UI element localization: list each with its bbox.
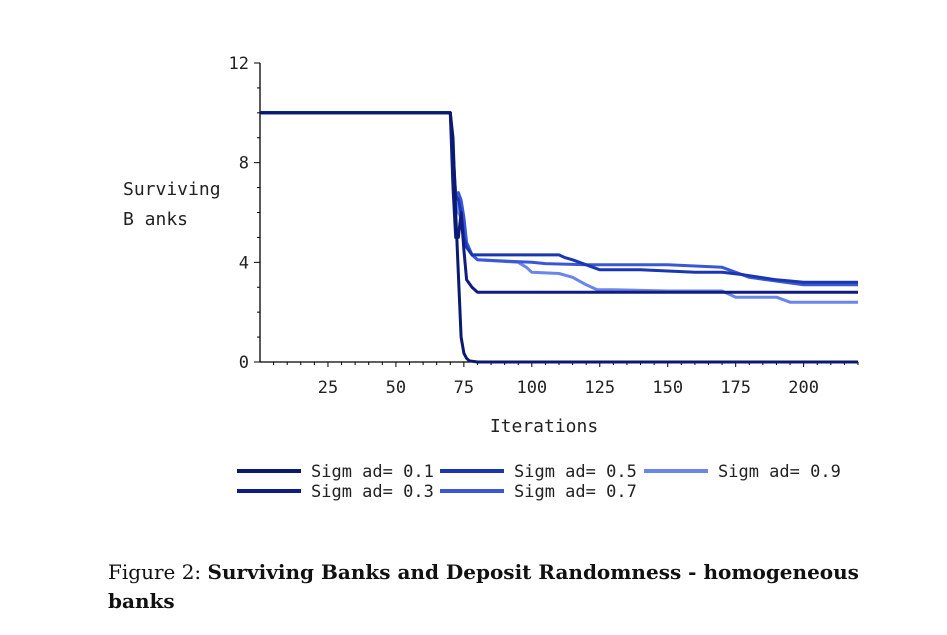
x-tick-label: 175 xyxy=(720,378,751,398)
x-tick-label: 150 xyxy=(652,378,683,398)
series-lines xyxy=(260,111,858,364)
legend-label: Sigm ad= 0.7 xyxy=(514,482,637,502)
y-axis-title-line-1: Surviving xyxy=(123,179,221,200)
x-axis-title: Iterations xyxy=(490,416,598,437)
caption-title: Surviving Banks and Deposit Randomness -… xyxy=(108,560,859,613)
series-line-1 xyxy=(260,111,858,364)
y-tick-label: 12 xyxy=(229,54,249,74)
y-tick-label: 0 xyxy=(239,353,249,373)
x-tick-label: 125 xyxy=(584,378,615,398)
x-tick-label: 25 xyxy=(318,378,338,398)
axes: 25 50 75 100 125 150 175 200 0 4 8 12 xyxy=(229,54,859,398)
figure-caption: Figure 2: Surviving Banks and Deposit Ra… xyxy=(108,558,908,616)
y-axis-title-line-2: B anks xyxy=(123,209,188,230)
x-tick-label: 100 xyxy=(516,378,547,398)
legend-label: Sigm ad= 0.1 xyxy=(311,462,434,482)
y-tick-label: 4 xyxy=(239,253,249,273)
caption-prefix: Figure 2: xyxy=(108,560,208,584)
series-line-3 xyxy=(260,111,858,284)
x-tick-label: 200 xyxy=(788,378,819,398)
axis-labels: Surviving B anks Iterations xyxy=(123,179,598,437)
y-tick-label: 8 xyxy=(239,154,249,174)
series-line-2 xyxy=(260,111,858,294)
x-tick-label: 75 xyxy=(454,378,474,398)
legend-label: Sigm ad= 0.3 xyxy=(311,482,434,502)
series-line-4 xyxy=(260,111,858,287)
line-chart: 25 50 75 100 125 150 175 200 0 4 8 12 Surviving B a… xyxy=(123,54,859,502)
series-line-5 xyxy=(260,111,858,304)
legend-label: Sigm ad= 0.9 xyxy=(718,462,841,482)
legend-label: Sigm ad= 0.5 xyxy=(514,462,637,482)
x-tick-label: 50 xyxy=(386,378,406,398)
